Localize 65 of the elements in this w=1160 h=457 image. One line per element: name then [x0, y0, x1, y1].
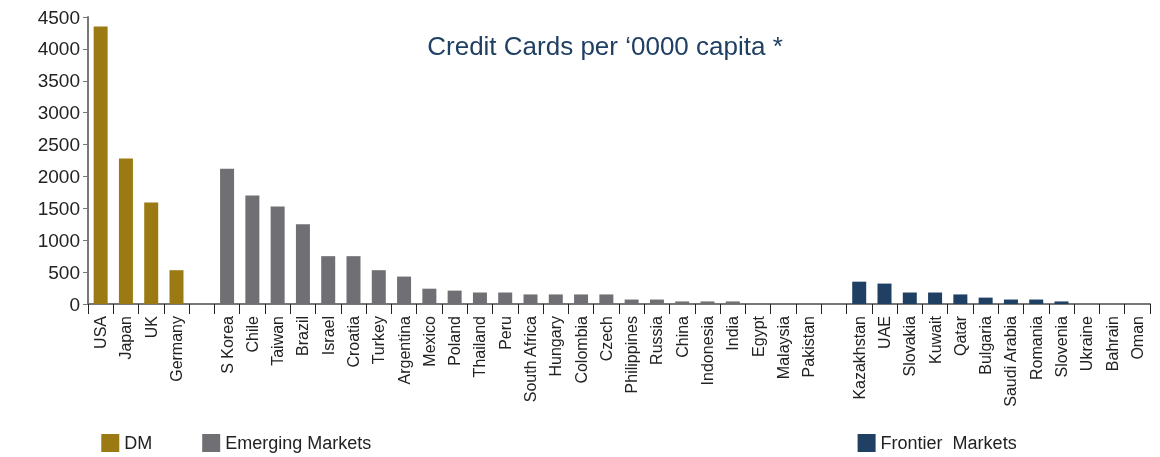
x-tick-label: Kazakhstan — [850, 316, 868, 400]
x-tick-label: Ukraine — [1078, 315, 1096, 372]
x-tick-label: Saudi Arabia — [1002, 315, 1020, 407]
x-tick-label: Bahrain — [1103, 316, 1121, 372]
x-tick-label: Poland — [446, 316, 464, 366]
bar — [928, 292, 943, 304]
x-tick-label: Thailand — [471, 316, 489, 378]
x-tick-label: Chile — [243, 315, 261, 353]
x-tick-label: Oman — [1128, 316, 1146, 360]
legend-label: Emerging Markets — [225, 433, 372, 453]
x-tick-label: China — [673, 315, 691, 358]
x-tick-label: Mexico — [420, 315, 438, 367]
y-tick-label: 4000 — [37, 38, 80, 60]
x-tick-label: USA — [92, 315, 110, 349]
bar — [1054, 301, 1069, 304]
x-tick-label: Philippines — [623, 316, 641, 394]
x-tick-label: Qatar — [951, 315, 969, 357]
x-tick-label: Slovenia — [1053, 315, 1070, 378]
y-tick-label: 3500 — [37, 70, 80, 92]
bar — [877, 283, 892, 304]
bar — [953, 294, 968, 304]
x-tick-label: Turkey — [370, 316, 388, 365]
x-tick-label: Israel — [319, 316, 337, 356]
x-tick-label: India — [724, 315, 742, 351]
bar — [978, 297, 993, 304]
x-tick-label: Taiwan — [269, 316, 287, 366]
y-tick-label: 4500 — [37, 6, 80, 28]
x-tick-label: Hungary — [547, 316, 565, 377]
y-tick-label: 0 — [69, 293, 80, 315]
x-tick-label: Peru — [496, 316, 514, 350]
x-tick-label: Egypt — [749, 315, 767, 357]
x-tick-label: UK — [142, 315, 160, 339]
x-tick-label: Czech — [597, 316, 615, 362]
bar — [902, 292, 917, 304]
x-tick-label: Colombia — [572, 315, 590, 384]
x-tick-label: Bulgaria — [977, 315, 995, 375]
y-tick-label: 2000 — [37, 165, 80, 187]
y-tick-label: 1000 — [37, 229, 80, 251]
x-tick-label: UAE — [876, 316, 893, 349]
x-tick-label: Croatia — [345, 315, 362, 368]
x-tick-label: Kuwait — [926, 315, 944, 365]
bar — [118, 158, 133, 304]
y-tick-label: 2500 — [37, 134, 80, 156]
x-tick-label: Malaysia — [774, 315, 792, 380]
x-tick-label: Japan — [117, 316, 135, 360]
x-tick-label: Germany — [168, 316, 185, 382]
x-tick-label: South Africa — [522, 315, 539, 403]
x-tick-label: Argentina — [395, 315, 413, 385]
x-tick-label: Russia — [648, 315, 666, 365]
x-tick-label: Brazil — [294, 316, 312, 357]
x-tick-label: Pakistan — [800, 316, 818, 378]
bar — [93, 26, 108, 304]
bar — [852, 281, 867, 304]
x-tick-label: Romania — [1027, 315, 1045, 381]
y-tick-label: 500 — [48, 261, 80, 283]
legend-label: DM — [124, 433, 153, 453]
x-tick-label: Indonesia — [699, 315, 716, 386]
text: Credit Cards per ‘0000 capita * — [427, 31, 783, 61]
y-tick-label: 1500 — [37, 197, 80, 219]
bar — [144, 202, 159, 304]
y-tick-label: 3000 — [37, 102, 80, 124]
x-tick-label: S Korea — [218, 315, 236, 374]
x-tick-label: Slovakia — [901, 315, 919, 377]
bar — [169, 270, 184, 304]
legend-label: Frontier Markets — [880, 433, 1017, 453]
